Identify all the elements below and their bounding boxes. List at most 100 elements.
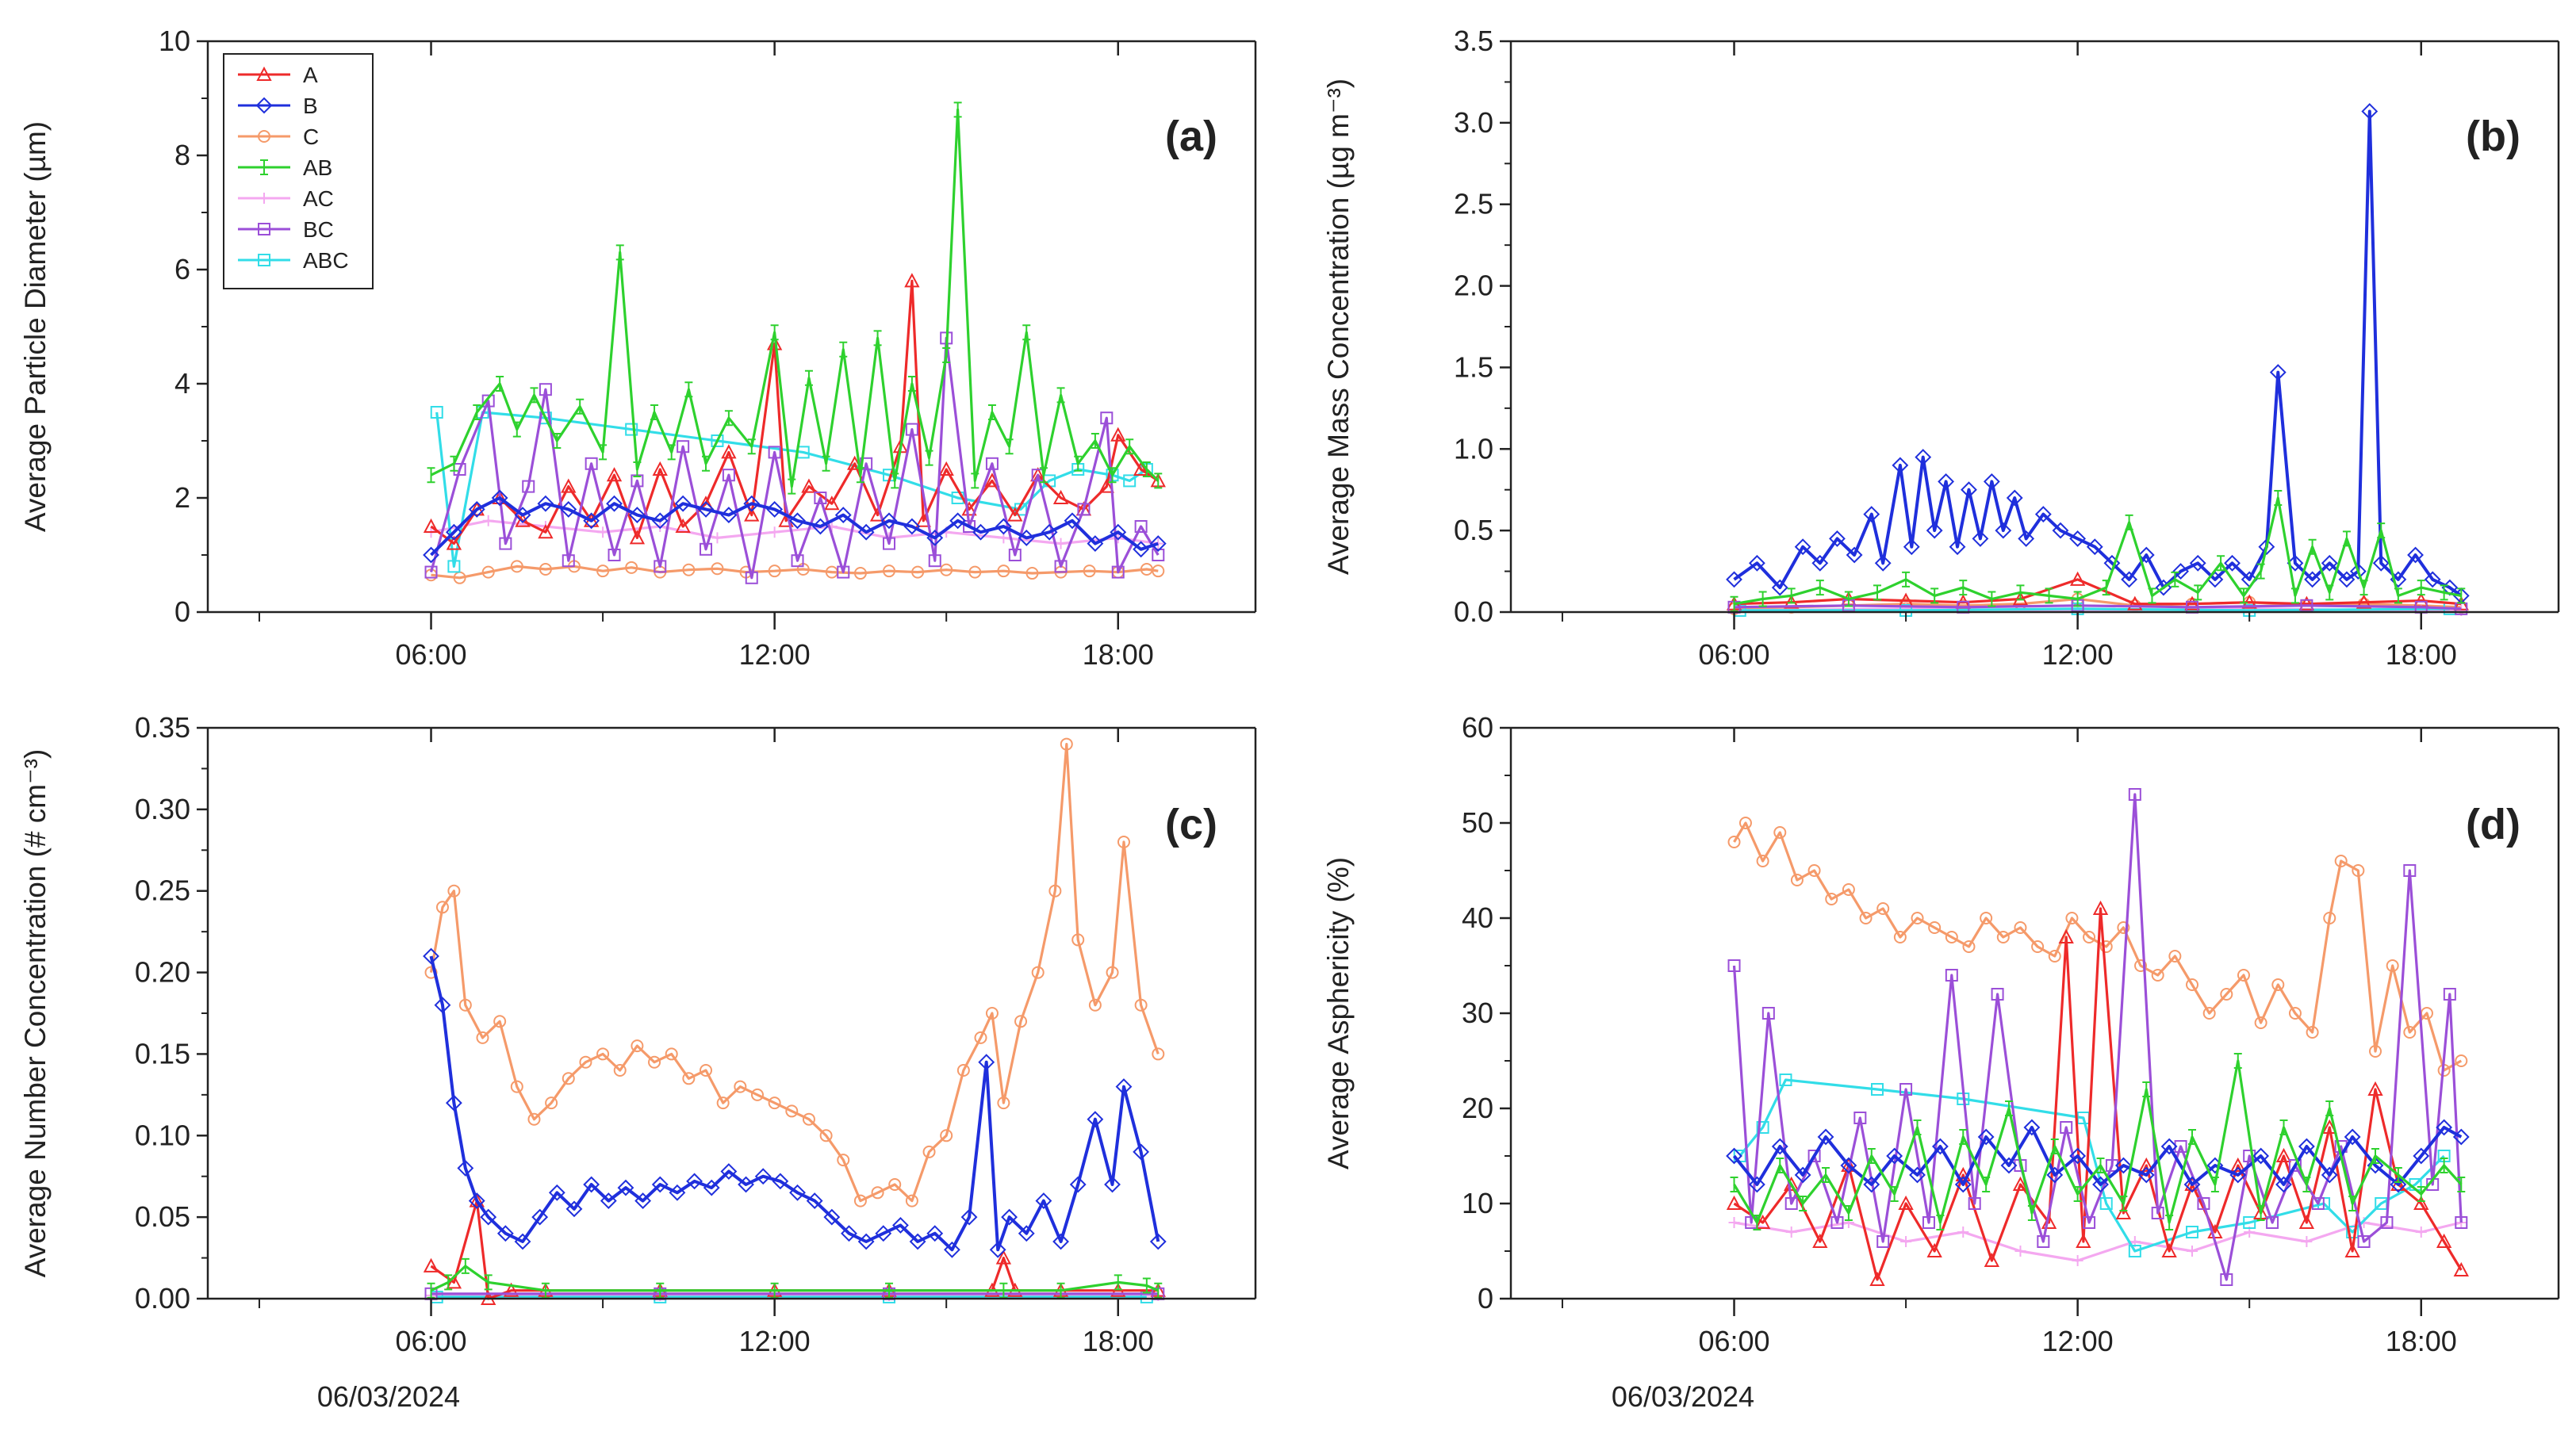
panel-b-point-b bbox=[2287, 554, 2304, 572]
panel-c-point-c bbox=[750, 1088, 764, 1101]
panel-a-point-bc bbox=[1134, 520, 1148, 533]
panel-c-point-a bbox=[446, 1274, 462, 1289]
panel-a-point-b bbox=[1018, 529, 1035, 546]
panel-a-x-tick-label: 12:00 bbox=[739, 638, 811, 671]
panel-c-point-b bbox=[1104, 1176, 1121, 1193]
panel-a-point-bc bbox=[481, 394, 495, 408]
panel-a-point-bc bbox=[745, 571, 758, 584]
panel-c-point-c bbox=[922, 1145, 936, 1158]
panel-b-point-b bbox=[2304, 571, 2321, 588]
panel-d-point-ab bbox=[1867, 1148, 1876, 1164]
panel-b-point-b bbox=[1726, 571, 1742, 588]
panel-d-point-ac bbox=[2301, 1236, 2313, 1247]
panel-a-point-ac bbox=[654, 521, 666, 532]
panel-d-y-tick-label: 60 bbox=[1462, 711, 1493, 744]
panel-d-point-bc bbox=[1727, 959, 1741, 972]
panel-d-point-c bbox=[1911, 912, 1924, 924]
panel-a-point-ab bbox=[1005, 438, 1014, 455]
panel-d-point-ab bbox=[1730, 1177, 1738, 1192]
panel-b-point-ab bbox=[2342, 530, 2351, 547]
panel-d-y-tick-label: 30 bbox=[1462, 997, 1493, 1029]
panel-a-point-bc bbox=[700, 542, 713, 556]
panel-a-y-tick-label: 2 bbox=[174, 481, 190, 514]
panel-b-point-b bbox=[2121, 571, 2138, 588]
panel-a-point-ab bbox=[1108, 467, 1117, 484]
panel-a-point-ab bbox=[971, 473, 979, 489]
panel-a-point-a bbox=[1007, 507, 1023, 522]
panel-c-point-c bbox=[940, 1129, 953, 1142]
panel-c-x-tick-label: 12:00 bbox=[739, 1325, 811, 1357]
panel-d-point-ab bbox=[2005, 1100, 2014, 1116]
panel-a-point-ac bbox=[711, 532, 723, 544]
panel-c-point-c bbox=[888, 1178, 902, 1191]
panel-c-point-b bbox=[772, 1173, 789, 1190]
panel-d-point-c bbox=[1859, 912, 1873, 924]
panel-b-point-b bbox=[2086, 538, 2103, 556]
panel-a-point-b bbox=[583, 512, 600, 530]
panel-d-point-b bbox=[2275, 1176, 2292, 1193]
panel-a-point-c bbox=[853, 567, 867, 580]
panel-d-point-c bbox=[1893, 931, 1907, 943]
panel-d-point-ac bbox=[1728, 1217, 1740, 1228]
panel-c-point-b bbox=[823, 1208, 841, 1226]
panel-c-point-c bbox=[562, 1072, 575, 1085]
panel-a-point-a bbox=[744, 507, 760, 522]
panel-d-point-c bbox=[1738, 817, 1752, 829]
panel-a-point-b bbox=[468, 500, 485, 518]
panel-c-line-b bbox=[429, 955, 1160, 1252]
legend-marker-shape-c bbox=[258, 130, 270, 143]
panel-d-point-c bbox=[2271, 978, 2285, 991]
panel-c-point-c bbox=[802, 1112, 815, 1126]
panel-d-point-ab bbox=[1799, 1196, 1807, 1211]
panel-d-point-c bbox=[1928, 921, 1942, 934]
panel-a-point-ab bbox=[1091, 433, 1099, 449]
panel-d-point-ab bbox=[2457, 1177, 2466, 1192]
panel-d-point-b bbox=[1726, 1147, 1742, 1165]
panel-b-point-b bbox=[1995, 522, 2012, 539]
panel-b-point-ab bbox=[1959, 580, 1968, 596]
panel-d-point-bc bbox=[2455, 1216, 2468, 1229]
panel-a-point-ab bbox=[473, 404, 481, 420]
panel-d-point-bc bbox=[2105, 1159, 2118, 1172]
panel-b-point-b bbox=[2137, 546, 2155, 564]
panel-b-point-b bbox=[1961, 481, 1977, 499]
panel-a-point-c bbox=[968, 565, 982, 579]
panel-a-line-abc bbox=[435, 411, 1148, 568]
panel-c-point-ab bbox=[444, 1274, 453, 1291]
panel-d-point-b bbox=[1954, 1176, 1972, 1193]
panel-d-point-a bbox=[2076, 1233, 2091, 1248]
panel-c-x-tick-label: 06:00 bbox=[395, 1325, 466, 1357]
panel-c-point-c bbox=[997, 1096, 1010, 1110]
panel-d-point-abc bbox=[2186, 1226, 2199, 1238]
panel-a-point-bc bbox=[522, 480, 535, 493]
panel-d-point-a bbox=[2367, 1081, 2383, 1096]
panel-c-point-a bbox=[423, 1257, 439, 1273]
legend-marker-ab bbox=[260, 159, 268, 175]
panel-a-point-ab bbox=[788, 478, 796, 495]
panel-d-point-c bbox=[1980, 912, 1993, 924]
panel-d-series-bc bbox=[1727, 788, 2468, 1286]
panel-c-point-c bbox=[447, 884, 461, 897]
panel-b-point-b bbox=[2424, 571, 2441, 588]
panel-a-point-ab bbox=[512, 421, 521, 438]
panel-d-point-bc bbox=[2357, 1235, 2371, 1248]
panel-a-point-bc bbox=[1077, 503, 1091, 516]
date-label-left: 06/03/2024 bbox=[317, 1380, 460, 1413]
panel-a-point-ab bbox=[839, 341, 848, 358]
panel-d-point-c bbox=[1945, 931, 1958, 943]
panel-b-point-b bbox=[2269, 364, 2287, 381]
panel-d-point-ab bbox=[2210, 1177, 2219, 1192]
panel-d-point-bc bbox=[1991, 988, 2004, 1001]
panel-d-point-bc bbox=[1968, 1197, 1981, 1210]
panel-a-point-b bbox=[445, 523, 462, 541]
legend-entry-ac: AC bbox=[238, 186, 334, 211]
panel-b-point-b bbox=[2407, 546, 2424, 564]
panel-a-point-abc bbox=[447, 560, 461, 573]
panel-a-point-bc bbox=[883, 537, 896, 550]
panel-c-point-b bbox=[565, 1200, 583, 1218]
panel-c-point-b bbox=[806, 1192, 823, 1209]
panel-d-point-c bbox=[2134, 959, 2148, 972]
panel-d-point-bc bbox=[1922, 1216, 1935, 1229]
panel-b-point-a bbox=[2012, 591, 2029, 606]
panel-d-point-b bbox=[1863, 1176, 1880, 1193]
